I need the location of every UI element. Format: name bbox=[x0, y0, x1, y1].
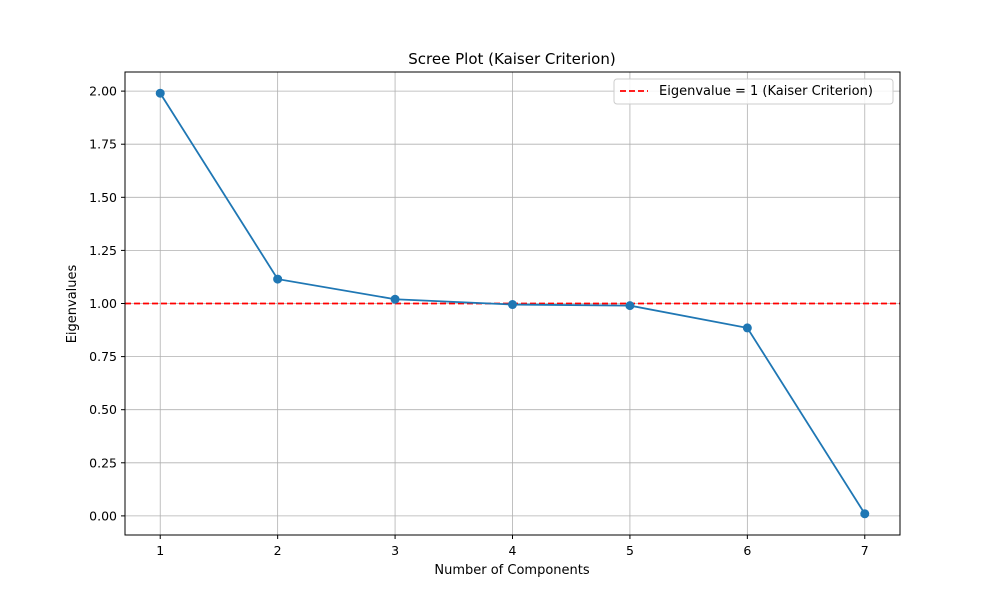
y-tick-label: 1.00 bbox=[89, 296, 117, 311]
x-tick-label: 7 bbox=[861, 543, 869, 558]
x-tick-label: 4 bbox=[509, 543, 517, 558]
eigenvalue-point bbox=[273, 274, 283, 284]
y-tick-label: 0.00 bbox=[89, 508, 117, 523]
y-tick-label: 2.00 bbox=[89, 84, 117, 99]
x-tick-label: 6 bbox=[743, 543, 751, 558]
y-tick-label: 1.25 bbox=[89, 243, 117, 258]
y-axis-ticks: 0.00 0.25 0.50 0.75 1.00 1.25 1.50 1.75 2.00 bbox=[89, 84, 125, 523]
eigenvalue-point bbox=[625, 301, 635, 311]
x-axis-label: Number of Components bbox=[434, 563, 589, 578]
y-tick-label: 1.50 bbox=[89, 190, 117, 205]
y-tick-label: 0.50 bbox=[89, 402, 117, 417]
y-tick-label: 0.25 bbox=[89, 455, 117, 470]
eigenvalue-point bbox=[155, 88, 165, 98]
eigenvalue-point bbox=[860, 509, 870, 519]
y-axis-label: Eigenvalues bbox=[65, 264, 80, 343]
chart-title: Scree Plot (Kaiser Criterion) bbox=[408, 50, 615, 68]
eigenvalue-point bbox=[390, 294, 400, 304]
legend: Eigenvalue = 1 (Kaiser Criterion) bbox=[613, 78, 894, 105]
legend-entry-label: Eigenvalue = 1 (Kaiser Criterion) bbox=[659, 84, 873, 99]
x-tick-label: 1 bbox=[156, 543, 164, 558]
eigenvalue-point bbox=[742, 323, 752, 333]
legend-box bbox=[613, 78, 894, 105]
x-tick-label: 3 bbox=[391, 543, 399, 558]
series-group bbox=[155, 88, 870, 519]
x-tick-label: 5 bbox=[626, 543, 634, 558]
y-tick-label: 1.75 bbox=[89, 137, 117, 152]
x-axis-ticks: 1 2 3 4 5 6 7 bbox=[156, 535, 869, 558]
eigenvalue-point bbox=[508, 300, 517, 310]
x-tick-label: 2 bbox=[274, 543, 282, 558]
y-tick-label: 0.75 bbox=[89, 349, 117, 364]
